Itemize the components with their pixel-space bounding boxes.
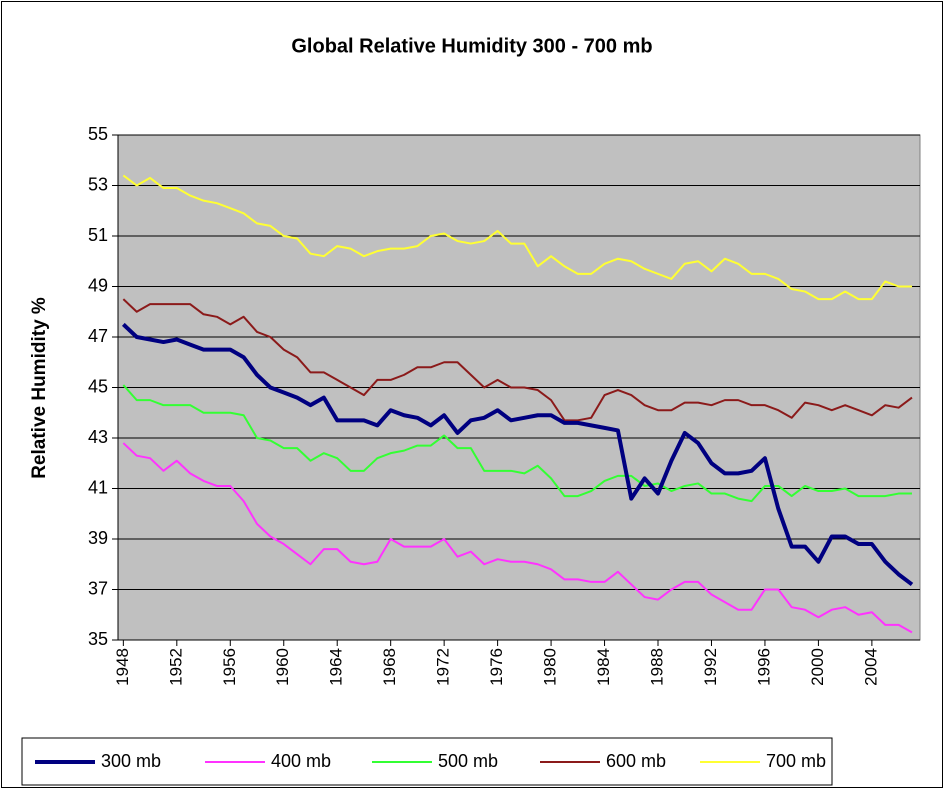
y-tick-label: 51 <box>88 225 108 245</box>
y-tick-label: 41 <box>88 477 108 497</box>
series-line <box>122 174 912 301</box>
y-tick-label: 53 <box>88 174 108 194</box>
series-line <box>121 322 914 587</box>
x-tick-label: 1980 <box>541 648 560 686</box>
x-tick-label: 1964 <box>327 648 346 686</box>
y-tick-label: 43 <box>88 427 108 447</box>
y-tick-label: 45 <box>88 376 108 396</box>
x-tick-label: 1948 <box>113 648 132 686</box>
legend-label: 500 mb <box>438 751 498 771</box>
x-tick-label: 1988 <box>647 648 666 686</box>
y-tick-label: 49 <box>88 275 108 295</box>
series-line <box>122 442 913 634</box>
x-tick-label: 1968 <box>380 648 399 686</box>
y-axis-label: Relative Humidity % <box>29 297 50 479</box>
x-tick-label: 1972 <box>434 648 453 686</box>
y-tick-label: 47 <box>88 326 108 346</box>
x-tick-label: 2004 <box>861 648 880 686</box>
y-tick-label: 37 <box>88 578 108 598</box>
x-tick-label: 1960 <box>273 648 292 686</box>
x-tick-label: 1984 <box>594 648 613 686</box>
x-tick-label: 1976 <box>487 648 506 686</box>
chart-title: Global Relative Humidity 300 - 700 mb <box>291 35 652 57</box>
x-tick-label: 1996 <box>754 648 773 686</box>
series-line <box>122 384 912 503</box>
legend-label: 300 mb <box>101 751 161 771</box>
legend-label: 600 mb <box>606 751 666 771</box>
y-tick-label: 39 <box>88 528 108 548</box>
legend-label: 400 mb <box>271 751 331 771</box>
x-tick-label: 1956 <box>220 648 239 686</box>
x-tick-label: 2000 <box>808 648 827 686</box>
x-tick-label: 1952 <box>166 648 185 686</box>
y-tick-label: 35 <box>88 629 108 649</box>
x-tick-label: 1992 <box>701 648 720 686</box>
series-line <box>122 298 913 422</box>
legend-label: 700 mb <box>766 751 826 771</box>
y-tick-label: 55 <box>88 124 108 144</box>
